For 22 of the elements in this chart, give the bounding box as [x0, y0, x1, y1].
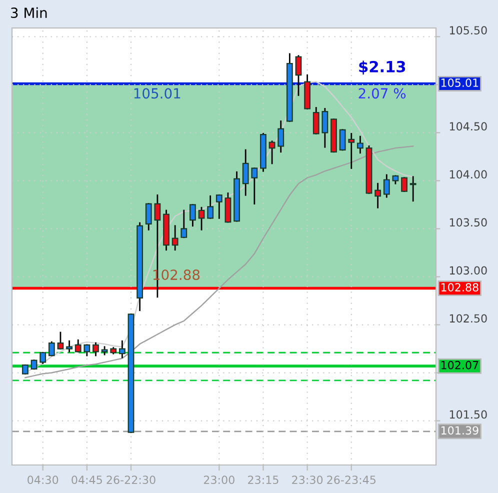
- y-tick-label: 104.00: [450, 170, 487, 179]
- x-tick-label: 23:30: [292, 476, 323, 484]
- y-tick-label: 103.50: [450, 218, 487, 227]
- ref-line-label: 105.01: [441, 78, 478, 87]
- x-tick-label: 04:30: [28, 476, 58, 484]
- y-tick-label: 101.50: [450, 410, 487, 419]
- annotation: $2.13: [359, 60, 406, 74]
- ref-line-label: 102.88: [441, 283, 478, 292]
- y-tick-label: 104.50: [450, 122, 487, 131]
- x-tick-label: 23:00: [204, 476, 234, 484]
- ref-line-label: 101.39: [441, 426, 478, 435]
- y-tick-label: 103.00: [450, 266, 487, 275]
- y-tick-label: 102.50: [450, 314, 487, 323]
- y-tick-label: 105.50: [450, 26, 487, 34]
- x-tick-label: 23:15: [248, 476, 278, 484]
- annotation: 2.07 %: [358, 88, 406, 99]
- x-tick-label: 04:45: [72, 476, 102, 484]
- ref-line-label: 102.07: [441, 360, 478, 370]
- annotation: 105.01: [134, 88, 180, 99]
- x-tick-label: 26-23:45: [327, 476, 376, 484]
- chart-title: 3 Min: [11, 7, 47, 18]
- x-tick-label: 26-22:30: [106, 476, 156, 484]
